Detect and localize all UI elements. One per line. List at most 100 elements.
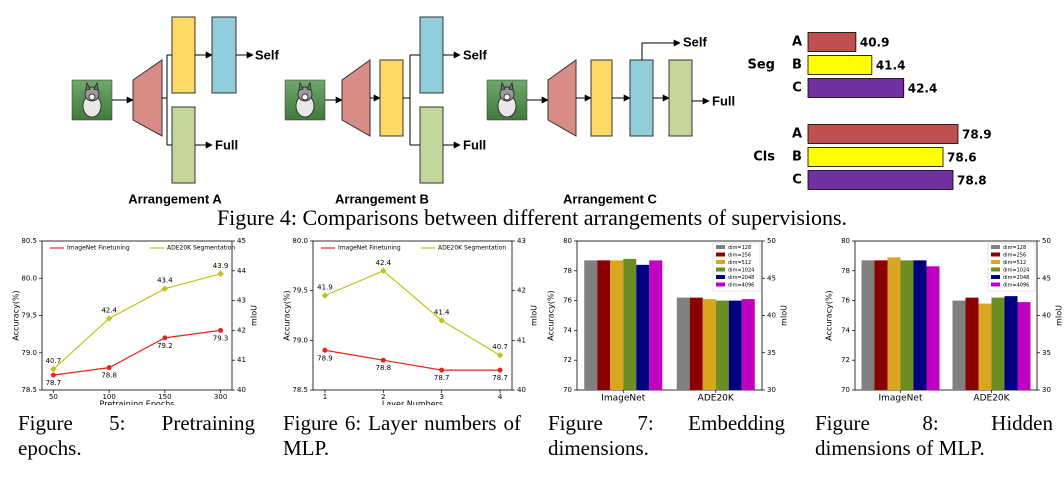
value-label: 78.9 — [317, 354, 333, 362]
bar — [584, 260, 598, 390]
marker — [161, 285, 169, 292]
x-tick-label: 3 — [439, 393, 443, 401]
bar — [649, 260, 663, 390]
marker — [438, 317, 445, 324]
bar — [728, 300, 742, 390]
diagram-a — [71, 16, 254, 184]
bar — [1004, 296, 1018, 390]
x-tick-label: 300 — [214, 393, 227, 401]
y-tick-label: 80 — [841, 237, 850, 245]
legend-swatch — [991, 260, 1000, 264]
bar — [689, 297, 703, 390]
bar — [952, 300, 966, 390]
legend-label: dim=128 — [728, 245, 751, 251]
marker — [439, 367, 445, 373]
bar — [874, 260, 888, 390]
legend-label: dim=256 — [1003, 253, 1026, 259]
arrangement-title: Arrangement A — [128, 191, 222, 206]
marker — [321, 292, 329, 299]
group-label: Cls — [753, 150, 775, 165]
marker — [50, 372, 56, 378]
legend-label: ImageNet Finetuning — [67, 245, 130, 252]
legend-swatch — [991, 275, 1000, 279]
y2-tick-label: 43 — [237, 297, 246, 305]
y-tick-label: 76 — [563, 297, 572, 305]
y2-axis-label: mIoU — [1055, 305, 1064, 326]
y2-tick-label: 30 — [1042, 386, 1051, 394]
legend-label: B — [792, 150, 802, 165]
y-tick-label: 70 — [563, 386, 572, 394]
bar — [807, 55, 873, 75]
y2-tick-label: 41 — [517, 336, 526, 344]
marker — [380, 357, 386, 363]
legend-label: A — [792, 35, 802, 50]
value-label: 40.9 — [860, 36, 890, 50]
series-line — [52, 273, 221, 370]
y2-tick-label: 40 — [767, 312, 776, 320]
value-label: 78.6 — [947, 151, 977, 165]
series-line — [324, 270, 501, 356]
full-label: Full — [215, 137, 238, 152]
diagram-b — [284, 16, 461, 184]
value-label: 78.8 — [101, 372, 117, 380]
x-tick-label: ADE20K — [973, 394, 1010, 404]
value-label: 79.2 — [157, 342, 173, 350]
bar — [926, 266, 940, 390]
series-line — [324, 349, 501, 371]
marker — [50, 365, 57, 373]
legend-swatch — [991, 252, 1000, 257]
marker — [217, 270, 224, 277]
x-tick-label: ADE20K — [698, 394, 735, 404]
y-tick-label: 80.0 — [21, 274, 37, 282]
legend-label: ADE20K Segmentation — [438, 245, 506, 252]
x-axis-label: Layer Numbers — [382, 400, 443, 406]
y2-axis-label: mIoU — [250, 305, 259, 326]
legend-label: dim=2048 — [728, 275, 754, 281]
y2-tick-label: 45 — [767, 274, 776, 282]
y-tick-label: 74 — [563, 326, 572, 334]
caption: Figure 6: Layer numbers of MLP. — [283, 411, 521, 460]
plot-frame — [41, 240, 233, 391]
self-label: Self — [683, 34, 708, 49]
bar — [807, 147, 944, 167]
caption: Figure 8: Hidden dimensions of MLP. — [815, 411, 1053, 460]
y2-tick-label: 50 — [767, 237, 776, 245]
value-label: 43.4 — [157, 277, 173, 285]
bar — [702, 299, 716, 390]
bar — [1017, 302, 1031, 390]
value-label: 41.4 — [434, 308, 450, 316]
value-label: 78.7 — [492, 374, 508, 382]
y2-tick-label: 35 — [767, 349, 776, 357]
caption: Figure 4: Comparisons between different … — [216, 205, 848, 230]
figures: Self Full Arrangement A Self Full Arrang… — [12, 16, 1064, 406]
marker — [497, 367, 503, 373]
bar — [965, 297, 979, 390]
marker — [162, 335, 168, 341]
y-tick-label: 80.0 — [292, 237, 308, 245]
x-tick-label: ImageNet — [601, 394, 645, 404]
x-tick-label: 50 — [49, 393, 58, 401]
y-axis-label: Accuracy(%) — [825, 290, 834, 340]
arrangement-title: Arrangement B — [335, 191, 429, 206]
self-label: Self — [255, 47, 280, 62]
bar — [741, 299, 755, 390]
y2-tick-label: 44 — [237, 267, 246, 275]
legend-swatch — [991, 282, 1000, 287]
y-tick-label: 80.5 — [21, 237, 37, 245]
y2-axis-label: mIoU — [530, 305, 539, 326]
x-tick-label: 150 — [158, 393, 171, 401]
x-tick-label: 4 — [498, 393, 503, 401]
bar — [978, 303, 992, 390]
y2-tick-label: 42 — [237, 326, 246, 334]
legend-label: dim=4096 — [1003, 283, 1029, 289]
value-label: 42.4 — [908, 82, 938, 96]
y2-tick-label: 45 — [237, 237, 246, 245]
legend-swatch — [716, 267, 725, 272]
value-label: 78.8 — [376, 364, 392, 372]
y-tick-label: 78 — [563, 267, 572, 275]
y-tick-label: 72 — [563, 356, 572, 364]
value-label: 42.4 — [376, 259, 392, 267]
y-tick-label: 72 — [841, 356, 850, 364]
value-label: 79.3 — [213, 334, 229, 342]
y2-tick-label: 40 — [1042, 312, 1051, 320]
